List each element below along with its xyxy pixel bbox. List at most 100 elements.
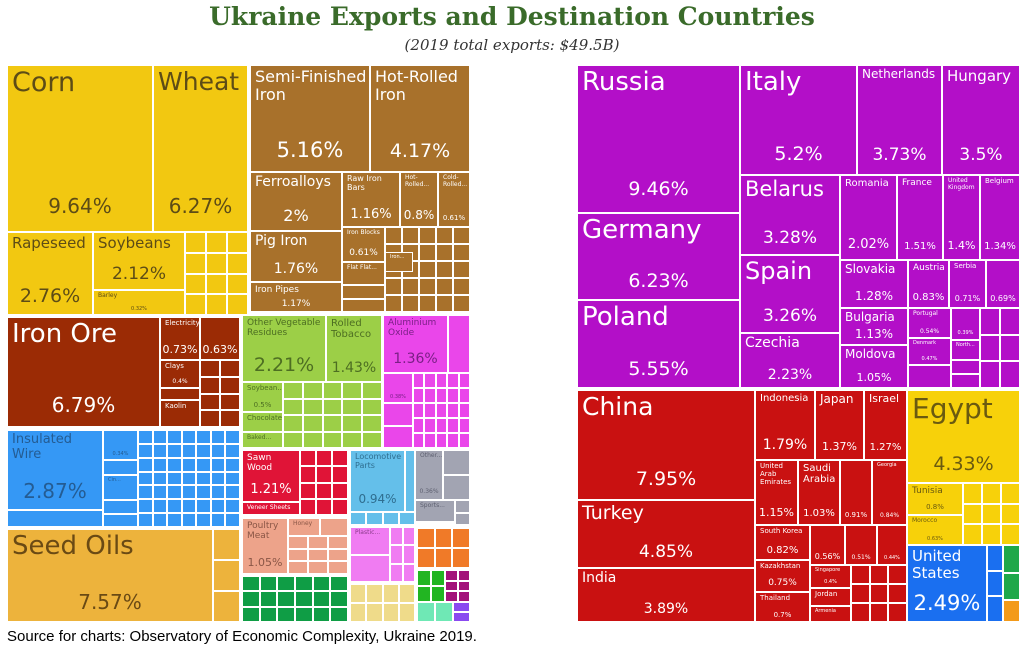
treemap-tile[interactable]: Other... 0.36% — [415, 450, 443, 500]
treemap-tile[interactable]: Wheat 6.27% — [153, 65, 248, 232]
treemap-tile[interactable]: Portugal 0.54% — [908, 308, 951, 338]
treemap-tile[interactable]: Poland 5.55% — [577, 300, 740, 388]
treemap-tile[interactable]: Belarus 3.28% — [740, 175, 840, 255]
treemap-tile[interactable]: Iron Pipes 1.17% — [250, 282, 342, 312]
treemap-minor-tile — [167, 471, 182, 486]
treemap-tile[interactable]: Seed Oils 7.57% — [7, 529, 213, 622]
treemap-minor-tile — [181, 471, 197, 486]
treemap-tile[interactable]: Singapore 0.4% — [810, 565, 851, 588]
treemap-tile[interactable]: Soybeans 2.12% — [93, 232, 185, 290]
treemap-tile[interactable]: United Kingdom 1.4% — [943, 175, 980, 260]
treemap-tile[interactable]: Russia 9.46% — [577, 65, 740, 213]
treemap-tile[interactable]: Romania 2.02% — [840, 175, 897, 260]
treemap-tile[interactable]: 0.56% — [810, 525, 845, 565]
treemap-minor-tile — [288, 561, 308, 574]
treemap-minor-tile — [312, 606, 331, 622]
treemap-tile[interactable]: Saudi Arabia 1.03% — [798, 460, 840, 525]
treemap-tile[interactable]: Baked... — [242, 432, 283, 448]
treemap-tile[interactable]: Denmark 0.47% — [908, 338, 951, 365]
treemap-tile[interactable]: Germany 6.23% — [577, 213, 740, 300]
treemap-tile[interactable]: Aluminium Oxide 1.36% — [383, 315, 448, 373]
treemap-tile[interactable]: Tunisia 0.8% — [907, 483, 963, 515]
treemap-tile[interactable]: Cold-Rolled... 0.61% — [438, 172, 470, 227]
treemap-tile[interactable]: Austria 0.83% — [908, 260, 949, 308]
treemap-tile[interactable]: Locomotive Parts 0.94% — [350, 450, 405, 512]
treemap-minor-tile — [283, 382, 303, 399]
treemap-tile[interactable]: 0.63% — [200, 317, 240, 360]
treemap-tile[interactable]: Barley 0.32% — [93, 290, 185, 315]
treemap-tile[interactable]: Iron Ore 6.79% — [7, 317, 160, 427]
treemap-tile[interactable]: Jordan — [810, 588, 851, 606]
treemap-tile[interactable]: Bulgaria 1.13% — [840, 308, 908, 345]
treemap-tile[interactable]: Armenia — [810, 606, 851, 622]
treemap-tile[interactable]: Czechia 2.23% — [740, 333, 840, 388]
treemap-tile[interactable]: Semi-Finished Iron 5.16% — [250, 65, 370, 172]
treemap-tile[interactable]: Serbia 0.71% — [949, 260, 986, 308]
treemap-tile[interactable]: Georgia 0.84% — [872, 460, 907, 525]
treemap-tile[interactable]: Slovakia 1.28% — [840, 260, 908, 308]
treemap-tile[interactable]: Hungary 3.5% — [942, 65, 1020, 175]
treemap-tile[interactable]: Soybean... 0.5% — [242, 382, 283, 412]
treemap-tile[interactable]: Honey — [288, 518, 320, 536]
treemap-minor-tile — [453, 602, 470, 612]
treemap-tile[interactable]: 0.51% — [845, 525, 877, 565]
treemap-tile[interactable]: Plastic... — [350, 527, 390, 555]
treemap-tile[interactable]: India 3.89% — [577, 568, 755, 622]
treemap-tile[interactable]: 0.44% — [877, 525, 907, 565]
treemap-tile[interactable]: Moldova 1.05% — [840, 345, 908, 388]
treemap-tile[interactable]: South Korea 0.82% — [755, 525, 810, 560]
treemap-tile[interactable]: Egypt 4.33% — [907, 390, 1020, 483]
treemap-minor-tile — [390, 563, 403, 582]
treemap-tile[interactable]: Clays 0.4% — [160, 360, 200, 388]
treemap-tile[interactable]: Indonesia 1.79% — [755, 390, 815, 460]
treemap-minor-tile — [200, 393, 220, 411]
treemap-tile[interactable]: Rapeseed 2.76% — [7, 232, 93, 315]
tile-label: Netherlands — [862, 67, 936, 81]
treemap-tile[interactable]: Chocolate — [242, 412, 283, 432]
treemap-tile[interactable]: Veneer Sheets — [242, 502, 300, 515]
treemap-tile[interactable]: Italy 5.2% — [740, 65, 857, 175]
treemap-tile[interactable]: Ferroalloys 2% — [250, 172, 342, 231]
treemap-tile[interactable]: Insulated Wire 2.87% — [7, 430, 103, 510]
treemap-tile[interactable]: 0.91% — [840, 460, 872, 525]
treemap-tile[interactable]: Pig Iron 1.76% — [250, 231, 342, 282]
treemap-tile[interactable]: Corn 9.64% — [7, 65, 153, 232]
treemap-minor-tile — [869, 584, 889, 603]
treemap-tile[interactable]: Flat Flat... — [342, 262, 385, 285]
treemap-tile[interactable]: Kazakhstan 0.75% — [755, 560, 810, 592]
treemap-minor-tile — [220, 360, 240, 377]
tile-value: 3.73% — [872, 145, 927, 165]
treemap-tile[interactable]: Poultry Meat 1.05% — [242, 518, 288, 574]
treemap-tile[interactable]: Japan 1.37% — [815, 390, 864, 460]
treemap-tile[interactable]: China 7.95% — [577, 390, 755, 500]
treemap-tile[interactable]: Sports... — [415, 500, 455, 522]
treemap-tile[interactable]: Belgium 1.34% — [980, 175, 1020, 260]
treemap-tile[interactable]: North... — [951, 340, 980, 360]
treemap-tile[interactable]: 0.69% — [986, 260, 1020, 308]
treemap-tile[interactable]: United Arab Emirates 1.15% — [755, 460, 798, 525]
treemap-tile[interactable]: Kaolin — [160, 400, 200, 427]
treemap-tile[interactable]: Spain 3.26% — [740, 255, 840, 333]
tile-label: Iron Ore — [12, 319, 118, 349]
treemap-tile[interactable]: Rolled Tobacco 1.43% — [326, 315, 382, 382]
treemap-tile[interactable]: 0.39% — [951, 308, 980, 340]
treemap-tile[interactable]: Netherlands 3.73% — [857, 65, 942, 175]
treemap-tile[interactable]: Thailand 0.7% — [755, 592, 810, 622]
treemap-tile[interactable]: 0.38% — [383, 373, 413, 403]
treemap-tile[interactable]: Raw Iron Bars 1.16% — [342, 172, 400, 227]
treemap-tile[interactable]: Sawn Wood 1.21% — [242, 450, 300, 502]
treemap-tile[interactable]: United States 2.49% — [907, 545, 987, 622]
treemap-minor-tile — [458, 433, 470, 448]
treemap-tile[interactable]: Iron Blocks 0.61% — [342, 227, 385, 262]
treemap-tile[interactable]: Hot-Rolled Iron 4.17% — [370, 65, 470, 172]
treemap-tile[interactable]: Morocco 0.63% — [907, 515, 963, 545]
treemap-tile[interactable]: Electricity 0.73% — [160, 317, 200, 360]
treemap-tile[interactable]: 0.34% — [103, 430, 138, 460]
treemap-tile[interactable]: Hot-Rolled... 0.8% — [400, 172, 438, 227]
treemap-tile[interactable]: Cin... — [103, 475, 138, 500]
treemap-tile[interactable]: Israel 1.27% — [864, 390, 907, 460]
treemap-tile[interactable]: Other Vegetable Residues 2.21% — [242, 315, 326, 382]
treemap-tile[interactable]: Turkey 4.85% — [577, 500, 755, 568]
treemap-tile[interactable]: France 1.51% — [897, 175, 943, 260]
treemap-tile[interactable]: Iron... — [385, 252, 413, 272]
